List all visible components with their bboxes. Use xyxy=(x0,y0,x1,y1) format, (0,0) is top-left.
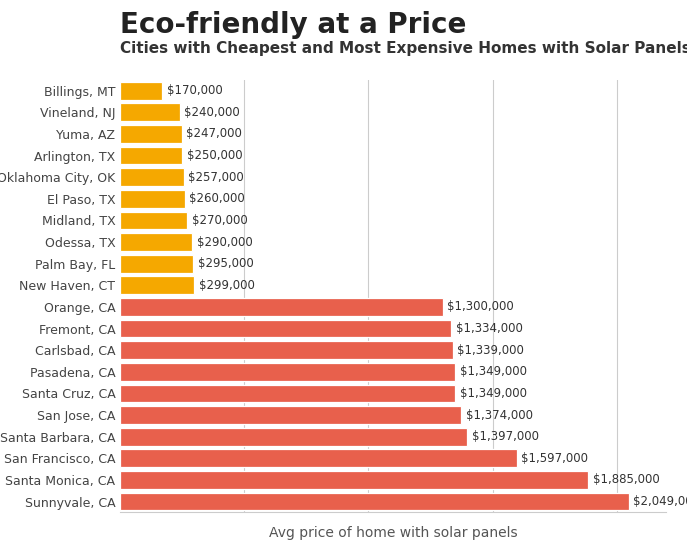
Bar xyxy=(120,385,455,402)
Text: $1,334,000: $1,334,000 xyxy=(456,322,523,335)
Text: $1,885,000: $1,885,000 xyxy=(593,473,660,487)
Text: $250,000: $250,000 xyxy=(187,149,243,162)
Bar xyxy=(120,233,192,251)
Text: $1,397,000: $1,397,000 xyxy=(471,430,539,443)
Text: $1,300,000: $1,300,000 xyxy=(447,300,514,314)
Bar xyxy=(120,255,194,273)
Text: $1,349,000: $1,349,000 xyxy=(460,365,527,379)
Bar xyxy=(120,428,467,446)
Bar xyxy=(120,450,517,467)
Bar xyxy=(120,406,462,424)
Text: $170,000: $170,000 xyxy=(167,84,223,97)
Text: Cities with Cheapest and Most Expensive Homes with Solar Panels: Cities with Cheapest and Most Expensive … xyxy=(120,41,687,56)
Bar xyxy=(120,212,188,229)
Bar xyxy=(120,320,451,337)
Text: $1,597,000: $1,597,000 xyxy=(521,452,588,465)
Text: $257,000: $257,000 xyxy=(188,171,245,183)
Text: $247,000: $247,000 xyxy=(186,127,242,141)
Text: $2,049,000: $2,049,000 xyxy=(633,495,687,508)
Bar xyxy=(120,363,455,381)
Bar xyxy=(120,104,180,121)
Bar xyxy=(120,147,182,164)
Text: Eco-friendly at a Price: Eco-friendly at a Price xyxy=(120,11,466,39)
Text: $1,374,000: $1,374,000 xyxy=(466,409,533,422)
Bar xyxy=(120,125,181,143)
Text: $290,000: $290,000 xyxy=(196,236,252,249)
Text: $240,000: $240,000 xyxy=(184,106,240,119)
Bar xyxy=(120,471,588,489)
Text: $295,000: $295,000 xyxy=(198,257,254,270)
Bar xyxy=(120,493,629,510)
X-axis label: Avg price of home with solar panels: Avg price of home with solar panels xyxy=(269,526,517,539)
Bar xyxy=(120,190,185,208)
Bar xyxy=(120,169,184,186)
Bar xyxy=(120,342,453,359)
Text: $270,000: $270,000 xyxy=(192,214,247,227)
Bar xyxy=(120,277,194,294)
Bar xyxy=(120,82,162,100)
Bar xyxy=(120,298,443,316)
Text: $1,339,000: $1,339,000 xyxy=(457,344,524,356)
Text: $1,349,000: $1,349,000 xyxy=(460,387,527,400)
Text: $299,000: $299,000 xyxy=(199,279,255,292)
Text: $260,000: $260,000 xyxy=(189,192,245,206)
